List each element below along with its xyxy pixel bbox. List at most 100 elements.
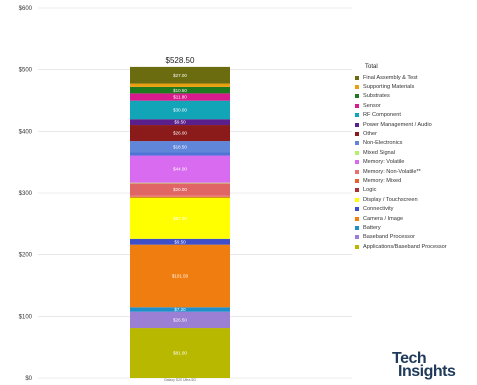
legend-entry: Battery	[355, 223, 475, 232]
legend-entry: Baseband Processor	[355, 233, 475, 242]
bar-segment	[130, 311, 230, 329]
segment-value-label: $10.50	[173, 88, 187, 93]
legend-entry: Other	[355, 129, 475, 138]
segment-value-label: $67.00	[173, 216, 187, 221]
legend-entry: Final Assembly & Test	[355, 73, 475, 82]
legend-swatch	[355, 141, 359, 146]
legend-swatch	[355, 132, 359, 137]
y-tick-label: $300	[19, 191, 33, 197]
bar-segment	[130, 86, 230, 94]
segment-value-label: $9.50	[174, 239, 186, 244]
bar-segment	[130, 197, 230, 239]
bar-segment	[130, 196, 230, 198]
legend-swatch	[355, 178, 359, 183]
legend-label: Memory: Volatile	[363, 159, 405, 166]
legend-label: Sensor	[363, 102, 381, 109]
legend-entry: Memory: Non-Volatile**	[355, 167, 475, 176]
legend-label: Final Assembly & Test	[363, 74, 418, 81]
legend-swatch	[355, 160, 359, 165]
bar-segment	[130, 93, 230, 101]
legend-entry: Memory: Volatile	[355, 158, 475, 167]
segment-value-label: $81.00	[173, 351, 187, 356]
legend-label: Other	[363, 131, 377, 138]
legend-swatch	[355, 169, 359, 174]
bar-segment	[130, 152, 230, 156]
legend-swatch	[355, 207, 359, 212]
y-tick-label: $100	[19, 314, 33, 320]
legend-label: Supporting Materials	[363, 84, 415, 91]
legend-entry: Mixed Signal	[355, 148, 475, 157]
legend-entry: Logic	[355, 186, 475, 195]
chart-legend: Total Final Assembly & Test Supporting Ma…	[355, 64, 475, 251]
legend-label: Memory: Mixed	[363, 177, 402, 184]
legend-label: Power Management / Audio	[363, 121, 432, 128]
legend-entry: Memory: Mixed	[355, 176, 475, 185]
legend-entry: Non-Electronics	[355, 139, 475, 148]
legend-entry: Supporting Materials	[355, 82, 475, 91]
legend-swatch	[355, 85, 359, 90]
y-tick-label: $500	[19, 68, 33, 74]
bar-segment	[130, 141, 230, 153]
legend-swatch	[355, 216, 359, 221]
legend-swatch	[355, 235, 359, 240]
legend-swatch	[355, 94, 359, 99]
segment-value-label: $27.00	[173, 73, 187, 78]
legend-swatch	[355, 113, 359, 118]
legend-entry: Power Management / Audio	[355, 120, 475, 129]
legend-label: Substrates	[363, 93, 390, 100]
y-tick-label: $200	[19, 253, 33, 259]
bar-segment	[130, 244, 230, 308]
total-value-label: $528.50	[166, 56, 195, 65]
bar-segment	[130, 155, 230, 183]
bar-segment	[130, 195, 230, 197]
legend-swatch	[355, 150, 359, 155]
legend-swatch	[355, 225, 359, 230]
segment-value-label: $30.00	[173, 108, 187, 113]
bar-segment	[130, 307, 230, 312]
logo-line-2: Insights	[398, 363, 456, 380]
legend-label: Applications/Baseband Processor	[363, 243, 447, 250]
segment-value-label: $101.50	[172, 274, 189, 279]
bar-segment	[130, 66, 230, 84]
legend-swatch	[355, 188, 359, 193]
legend-entry: Applications/Baseband Processor	[355, 242, 475, 251]
legend-label: Mixed Signal	[363, 149, 396, 156]
bar-segment	[130, 182, 230, 184]
bar-segment	[130, 100, 230, 120]
bar-segment	[130, 238, 230, 245]
legend-swatch	[355, 197, 359, 202]
bar-segment	[130, 119, 230, 126]
legend-label: Battery	[363, 224, 381, 231]
legend-label: Non-Electronics	[363, 140, 403, 147]
legend-swatch	[355, 122, 359, 127]
segment-value-label: $9.50	[174, 120, 186, 125]
bar-segment	[130, 83, 230, 87]
legend-title: Total	[365, 64, 378, 70]
y-tick-label: $600	[19, 6, 33, 12]
y-tick-label: $400	[19, 129, 33, 135]
x-category-label: Galaxy S20 Ultra 5G	[163, 378, 197, 382]
legend-entry: Display / Touchscreen	[355, 195, 475, 204]
segment-value-label: $18.50	[173, 144, 187, 149]
legend-label: Camera / Image	[363, 215, 404, 222]
segment-value-label: $44.00	[173, 167, 187, 172]
legend-entry: Camera / Image	[355, 214, 475, 223]
legend-label: RF Component	[363, 112, 401, 119]
bar-segment	[130, 183, 230, 196]
legend-swatch	[355, 75, 359, 80]
logo-line-1: Tech	[392, 350, 427, 367]
segment-value-label: $26.00	[173, 131, 187, 136]
y-tick-label: $0	[25, 376, 32, 382]
legend-entry: Connectivity	[355, 204, 475, 213]
legend-label: Baseband Processor	[363, 234, 415, 241]
legend-entry: Substrates	[355, 92, 475, 101]
techinsights-logo: Tech Insights	[392, 350, 456, 380]
legend-label: Logic	[363, 187, 377, 194]
legend-swatch	[355, 244, 359, 249]
segment-value-label: $7.20	[174, 307, 186, 312]
bar-segment	[130, 328, 230, 378]
legend-label: Memory: Non-Volatile**	[363, 168, 421, 175]
legend-label: Display / Touchscreen	[363, 196, 418, 203]
bar-segment	[130, 125, 230, 142]
segment-value-label: $11.80	[173, 95, 187, 100]
